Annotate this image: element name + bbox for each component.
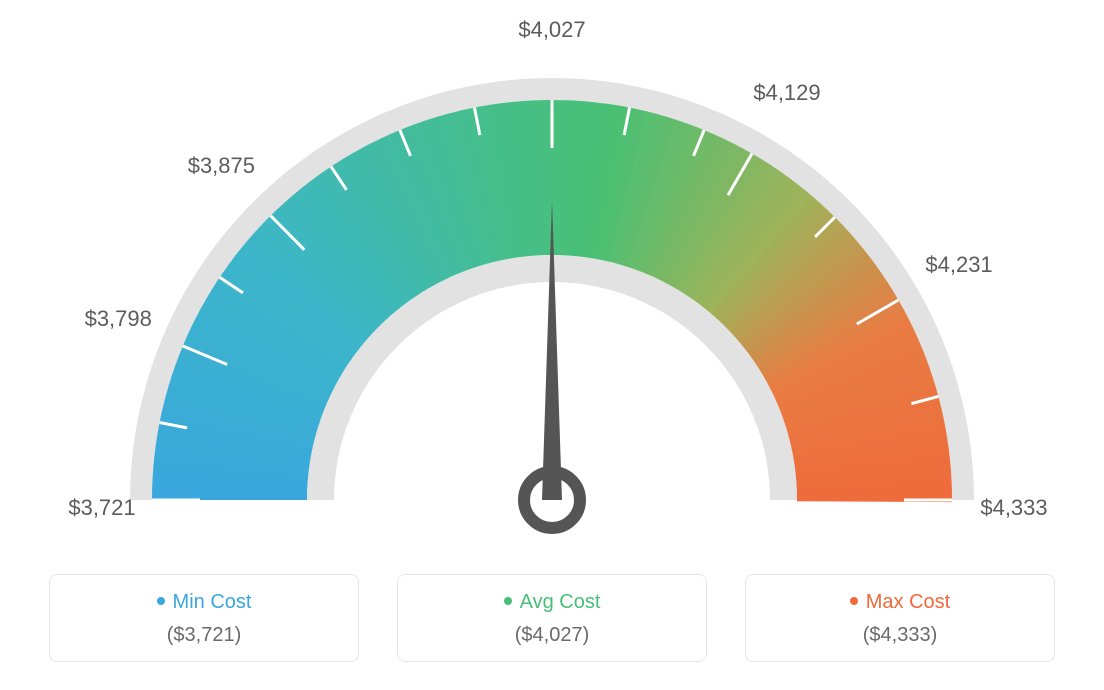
legend-title-min: Min Cost [60,591,348,614]
legend-value-max: ($4,333) [756,624,1044,647]
chart-container: $3,721 $3,798 $3,875 $4,027 $4,129 $4,231 $4,3… [0,0,1104,690]
gauge-tick-label: $3,798 [85,306,152,332]
gauge-tick-label: $4,333 [980,495,1047,521]
legend-title-max: Max Cost [756,591,1044,614]
legend-value-min: ($3,721) [60,624,348,647]
gauge-svg [0,0,1104,560]
gauge-tick-label: $4,231 [925,252,992,278]
gauge-tick-label: $3,875 [188,153,255,179]
gauge-tick-label: $4,027 [518,17,585,43]
legend-card-min: Min Cost ($3,721) [49,574,359,662]
legend-card-avg: Avg Cost ($4,027) [397,574,707,662]
legend-title-min-text: Min Cost [173,591,252,613]
legend-value-avg: ($4,027) [408,624,696,647]
legend-dot-max [850,597,858,605]
gauge-tick-label: $3,721 [68,495,135,521]
legend-dot-avg [504,597,512,605]
legend-title-avg: Avg Cost [408,591,696,614]
legend-title-max-text: Max Cost [866,591,950,613]
gauge-chart: $3,721 $3,798 $3,875 $4,027 $4,129 $4,231 $4,3… [0,0,1104,560]
legend-row: Min Cost ($3,721) Avg Cost ($4,027) Max … [0,574,1104,662]
legend-card-max: Max Cost ($4,333) [745,574,1055,662]
legend-dot-min [157,597,165,605]
gauge-tick-label: $4,129 [753,80,820,106]
legend-title-avg-text: Avg Cost [520,591,601,613]
